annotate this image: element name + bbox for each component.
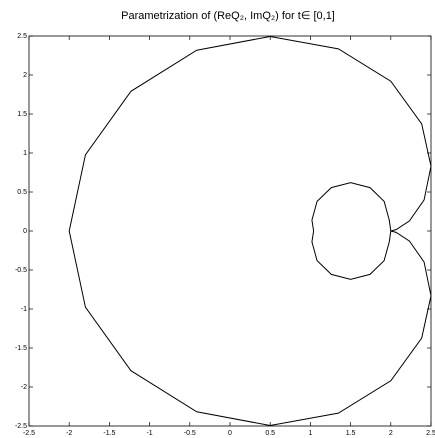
y-tick-label: -0.5 <box>15 267 27 274</box>
y-tick-label: -1.5 <box>15 345 27 352</box>
chart-title: Parametrization of (ReQ₂, ImQ₂) for t∈ [… <box>121 10 335 22</box>
x-tick-label: -1 <box>146 430 152 437</box>
y-tick-label: 0.5 <box>17 189 27 196</box>
x-tick-label: -1.5 <box>103 430 115 437</box>
y-tick-label: 2 <box>23 72 27 79</box>
y-tick-label: 0 <box>23 228 27 235</box>
x-tick-label: 0 <box>228 430 232 437</box>
x-tick-label: 2.5 <box>426 430 435 437</box>
y-tick-label: 1 <box>23 150 27 157</box>
y-tick-label: -1 <box>21 306 27 313</box>
x-tick-label: -2 <box>66 430 72 437</box>
y-tick-label: 2.5 <box>17 33 27 40</box>
x-tick-label: -0.5 <box>184 430 196 437</box>
y-tick-label: -2.5 <box>15 423 27 430</box>
x-tick-label: 1 <box>308 430 312 437</box>
x-tick-label: 0.5 <box>265 430 275 437</box>
y-tick-label: 1.5 <box>17 111 27 118</box>
x-tick-label: 1.5 <box>346 430 356 437</box>
y-tick-label: -2 <box>21 384 27 391</box>
x-tick-label: 2 <box>389 430 393 437</box>
x-tick-label: -2.5 <box>23 430 35 437</box>
curve <box>68 35 432 427</box>
